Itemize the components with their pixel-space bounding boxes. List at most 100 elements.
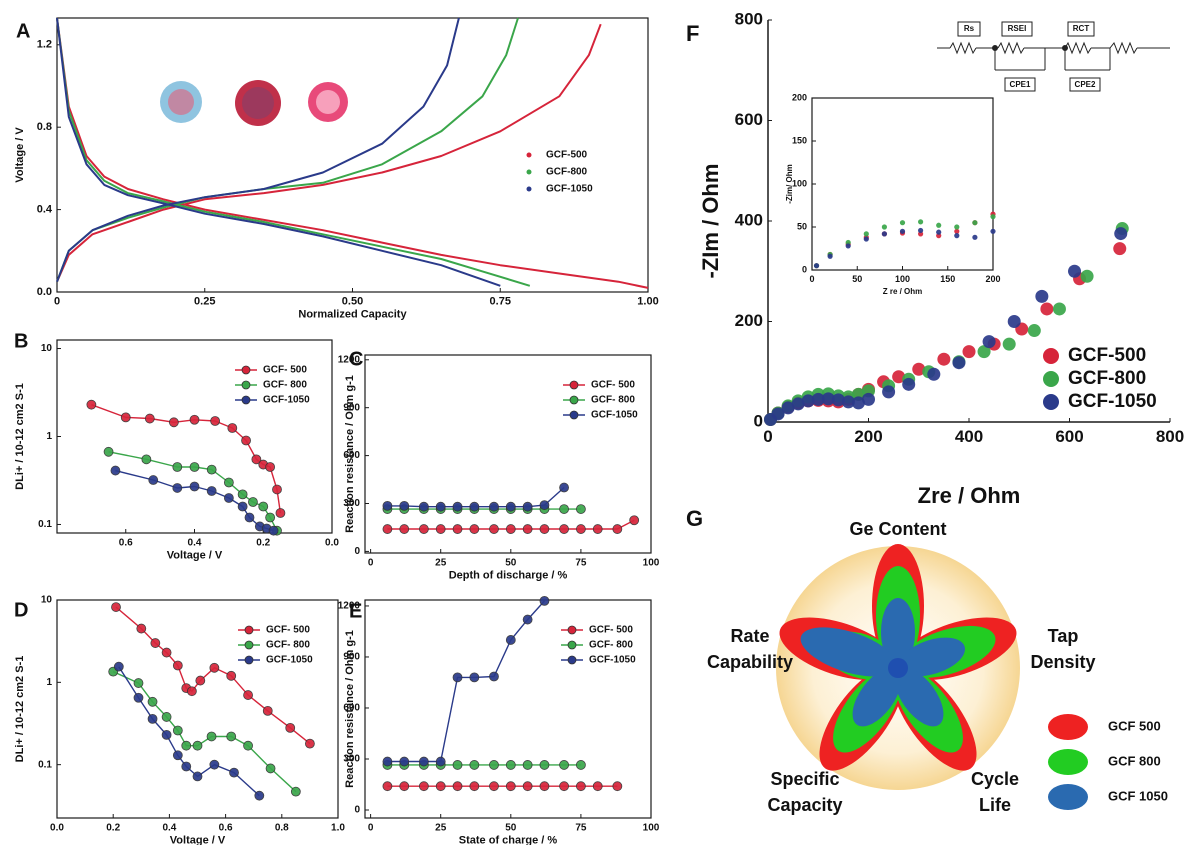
plot-frame: [56, 599, 339, 819]
data-point: [209, 759, 220, 770]
data-point: [576, 760, 586, 770]
y-tick-label: 100: [792, 178, 807, 188]
data-point: [592, 524, 603, 534]
data-point: [382, 781, 393, 792]
data-point: [206, 486, 217, 496]
x-tick-label: 50: [852, 274, 862, 284]
data-point: [936, 222, 942, 228]
petal: [881, 598, 915, 666]
data-point: [505, 524, 516, 534]
data-point: [168, 417, 179, 428]
legend-label: GCF 800: [1108, 753, 1161, 768]
x-tick-label: 0: [763, 427, 772, 446]
data-point: [469, 672, 480, 683]
legend-label: GCF-1050: [589, 655, 636, 666]
circuit-label: RSEI: [1008, 24, 1027, 33]
data-point: [522, 614, 533, 625]
x-axis-title: State of charge / %: [459, 835, 558, 845]
x-axis-title: Voltage / V: [167, 550, 223, 562]
data-point: [505, 781, 516, 792]
data-point: [954, 233, 960, 239]
legend-marker: [526, 169, 532, 175]
x-tick-label: 0.6: [219, 822, 233, 833]
y-tick-label: 0.1: [38, 759, 52, 770]
data-point: [821, 392, 835, 406]
series-line: [118, 666, 260, 797]
panel-letter: C: [349, 348, 363, 370]
data-point: [111, 602, 121, 612]
data-point: [505, 501, 516, 512]
data-point: [881, 224, 888, 230]
data-point: [863, 231, 869, 237]
circuit-label: RCT: [1073, 24, 1090, 33]
legend-marker: [569, 410, 579, 420]
data-point: [952, 356, 966, 370]
sphere-icon: [235, 80, 281, 126]
y-tick-label: 0.4: [37, 204, 53, 216]
sphere-icon: [316, 90, 340, 114]
data-point: [1027, 324, 1041, 338]
y-axis-title: Reaction resistance / Ohm g-1: [344, 375, 356, 533]
data-point: [399, 524, 410, 534]
y-tick-label: 0.1: [38, 519, 52, 530]
data-point: [827, 253, 833, 259]
data-point: [418, 501, 429, 512]
data-point: [1068, 264, 1082, 278]
data-point: [781, 401, 795, 415]
y-tick-label: 600: [735, 110, 763, 129]
y-tick-label: 1200: [338, 354, 361, 365]
data-point: [918, 219, 924, 225]
data-point: [147, 696, 158, 707]
y-tick-label: 0.8: [37, 121, 52, 133]
x-tick-label: 150: [940, 274, 955, 284]
data-point: [559, 781, 569, 792]
x-axis-title: Z re / Ohm: [883, 287, 923, 296]
x-tick-label: 200: [854, 427, 882, 446]
axis-name: Density: [1030, 652, 1095, 672]
x-tick-label: 200: [985, 274, 1000, 284]
legend-marker: [567, 625, 577, 635]
data-point: [559, 524, 569, 534]
data-point: [489, 781, 499, 792]
axis-name: Cycle: [971, 769, 1019, 789]
data-point: [206, 464, 217, 475]
panel-letter: E: [349, 600, 362, 622]
circuit: [937, 21, 1170, 92]
data-point: [539, 760, 550, 770]
y-tick-label: 600: [343, 450, 360, 461]
data-point: [133, 678, 144, 688]
axis-name: Rate: [730, 626, 769, 646]
data-point: [990, 228, 996, 234]
data-point: [489, 671, 499, 682]
y-tick-label: 50: [797, 221, 807, 231]
x-tick-label: 0.50: [342, 296, 363, 308]
data-point: [831, 393, 845, 407]
y-tick-label: 1200: [338, 601, 361, 612]
data-point: [1080, 269, 1094, 283]
data-point: [265, 763, 276, 774]
legend-label: GCF- 500: [591, 380, 635, 391]
data-point: [418, 756, 429, 767]
data-point: [148, 475, 159, 485]
data-point: [227, 423, 238, 433]
sphere-icon: [242, 87, 274, 119]
legend-label: GCF-1050: [1068, 391, 1157, 412]
data-point: [539, 500, 550, 510]
data-point: [489, 760, 499, 770]
data-point: [452, 524, 463, 534]
data-point: [469, 781, 480, 792]
data-point: [489, 524, 499, 534]
data-point: [539, 524, 550, 534]
x-tick-label: 0: [54, 296, 60, 308]
data-point: [181, 761, 192, 772]
petal: [800, 627, 897, 677]
x-axis-title: Zre / Ohm: [918, 483, 1021, 508]
data-point: [522, 781, 533, 792]
data-point: [258, 501, 269, 512]
data-point: [248, 497, 258, 507]
axis-name: Capability: [707, 652, 793, 672]
data-point: [254, 790, 265, 801]
legend-marker: [569, 380, 579, 390]
data-point: [452, 781, 463, 792]
data-point: [418, 524, 429, 534]
